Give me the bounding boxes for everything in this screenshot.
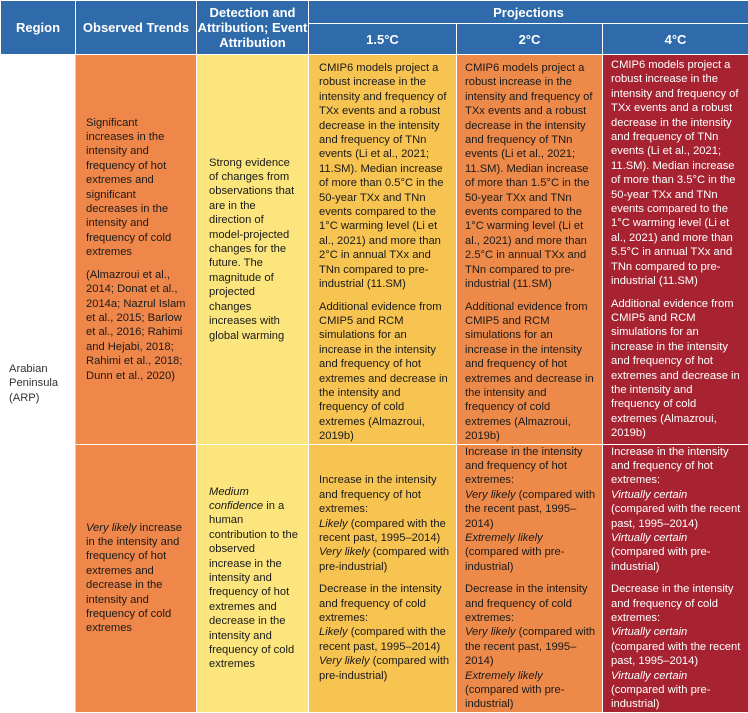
detection-attribution-header: Detection and Attribution; Event Attribu… — [197, 1, 309, 55]
pre-industrial-suffix: (compared with pre-industrial) — [611, 546, 710, 572]
detection-attribution-text: Strong evidence of changes from observat… — [209, 156, 300, 343]
likelihood-term: Very likely — [319, 546, 370, 558]
region-header: Region — [1, 1, 76, 55]
projection-1-5-likelihood-cell: Increase in the intensity and frequency … — [309, 444, 457, 712]
warming-1-5-header: 1.5°C — [309, 24, 457, 55]
detection-confidence-cell: Medium confidence in a human contributio… — [197, 444, 309, 712]
pre-industrial-suffix: (compared with pre-industrial) — [465, 546, 564, 572]
observed-trends-text: Significant increases in the intensity a… — [86, 116, 188, 260]
likelihood-term: Very likely — [465, 489, 516, 501]
likelihood-term: Virtually certain — [611, 670, 687, 682]
likelihood-term: Virtually certain — [611, 489, 687, 501]
projection-2-likelihood-cell: Increase in the intensity and frequency … — [457, 444, 603, 712]
pre-industrial-suffix: (compared with pre-industrial) — [611, 684, 710, 710]
projections-header: Projections — [309, 1, 748, 24]
detection-confidence-text: Medium confidence in a human contributio… — [209, 485, 300, 672]
region-cell: Arabian Peninsula (ARP) — [1, 55, 76, 713]
projection-2-cell: CMIP6 models project a robust increase i… — [457, 55, 603, 445]
projection-1-5-cmip6-text: CMIP6 models project a robust increase i… — [319, 61, 450, 292]
projection-1-5-cell: CMIP6 models project a robust increase i… — [309, 55, 457, 445]
likelihood-term: Virtually certain — [611, 532, 687, 544]
warming-2-header: 2°C — [457, 24, 603, 55]
projection-4-likelihood-cell: Increase in the intensity and frequency … — [603, 444, 748, 712]
projection-4-additional-text: Additional evidence from CMIP5 and RCM s… — [611, 297, 742, 441]
cold-extremes-intro: Decrease in the intensity and frequency … — [611, 582, 742, 625]
cold-extremes-intro: Decrease in the intensity and frequency … — [319, 582, 450, 625]
warming-4-header: 4°C — [603, 24, 748, 55]
hot-extremes-intro: Increase in the intensity and frequency … — [611, 445, 742, 488]
likelihood-term: Likely — [319, 626, 348, 638]
observed-trends-references: (Almazroui et al., 2014; Donat et al., 2… — [86, 268, 188, 383]
observed-trends-cell: Significant increases in the intensity a… — [76, 55, 197, 445]
likelihood-term: Virtually certain — [611, 626, 687, 638]
detection-attribution-cell: Strong evidence of changes from observat… — [197, 55, 309, 445]
cold-extremes-intro: Decrease in the intensity and frequency … — [465, 582, 596, 625]
projection-4-cell: CMIP6 models project a robust increase i… — [603, 55, 748, 445]
projection-1-5-additional-text: Additional evidence from CMIP5 and RCM s… — [319, 300, 450, 444]
table-row: Arabian Peninsula (ARP) Significant incr… — [1, 55, 748, 445]
likelihood-term: Extremely likely — [465, 532, 543, 544]
region-label: Arabian Peninsula (ARP) — [9, 363, 58, 404]
pre-industrial-suffix: (compared with pre-industrial) — [465, 684, 564, 710]
likelihood-term: Likely — [319, 518, 348, 530]
likelihood-term: Extremely likely — [465, 670, 543, 682]
projection-2-additional-text: Additional evidence from CMIP5 and RCM s… — [465, 300, 596, 444]
observed-likelihood-statement: increase in the intensity and frequency … — [86, 522, 182, 635]
projection-4-cmip6-text: CMIP6 models project a robust increase i… — [611, 58, 742, 289]
detection-confidence-statement: in a human contribution to the observed … — [209, 500, 298, 670]
observed-likelihood-cell: Very likely increase in the intensity an… — [76, 444, 197, 712]
likelihood-term: Very likely — [86, 522, 137, 534]
table-row: Very likely increase in the intensity an… — [1, 444, 748, 712]
projection-2-cmip6-text: CMIP6 models project a robust increase i… — [465, 61, 596, 292]
hot-extremes-intro: Increase in the intensity and frequency … — [319, 473, 450, 516]
likelihood-term: Very likely — [465, 626, 516, 638]
hot-extremes-intro: Increase in the intensity and frequency … — [465, 445, 596, 488]
recent-past-suffix: (compared with the recent past, 1995–201… — [611, 641, 740, 667]
observed-trends-header: Observed Trends — [76, 1, 197, 55]
observed-likelihood-text: Very likely increase in the intensity an… — [86, 521, 188, 636]
recent-past-suffix: (compared with the recent past, 1995–201… — [611, 503, 740, 529]
likelihood-term: Very likely — [319, 655, 370, 667]
confidence-term: Medium confidence — [209, 486, 263, 512]
